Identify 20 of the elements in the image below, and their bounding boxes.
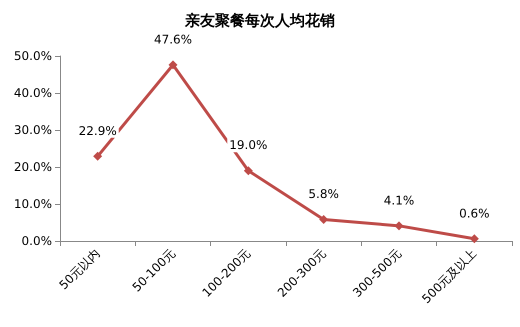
data-label: 22.9% [78,124,117,138]
data-label: 0.6% [459,206,490,220]
point [93,152,102,161]
point [319,215,328,224]
chart-title: 亲友聚餐每次人均花销 [184,12,335,30]
data-label: 47.6% [154,32,192,46]
x-tick-label: 50元以内 [56,246,103,292]
point [470,234,479,244]
data-label: 5.8% [308,187,339,202]
data-label: 19.0% [229,138,268,152]
point [168,60,178,70]
y-tick-label: 40.0% [14,86,52,100]
y-tick-label: 0.0% [22,234,52,248]
data-label: 4.1% [384,193,414,208]
y-tick-label: 50.0% [14,49,52,63]
y-tick-label: 20.0% [14,160,52,174]
point [244,166,253,176]
point [394,221,404,230]
y-tick-label: 30.0% [14,123,52,137]
y-tick-label: 10.0% [14,197,52,211]
